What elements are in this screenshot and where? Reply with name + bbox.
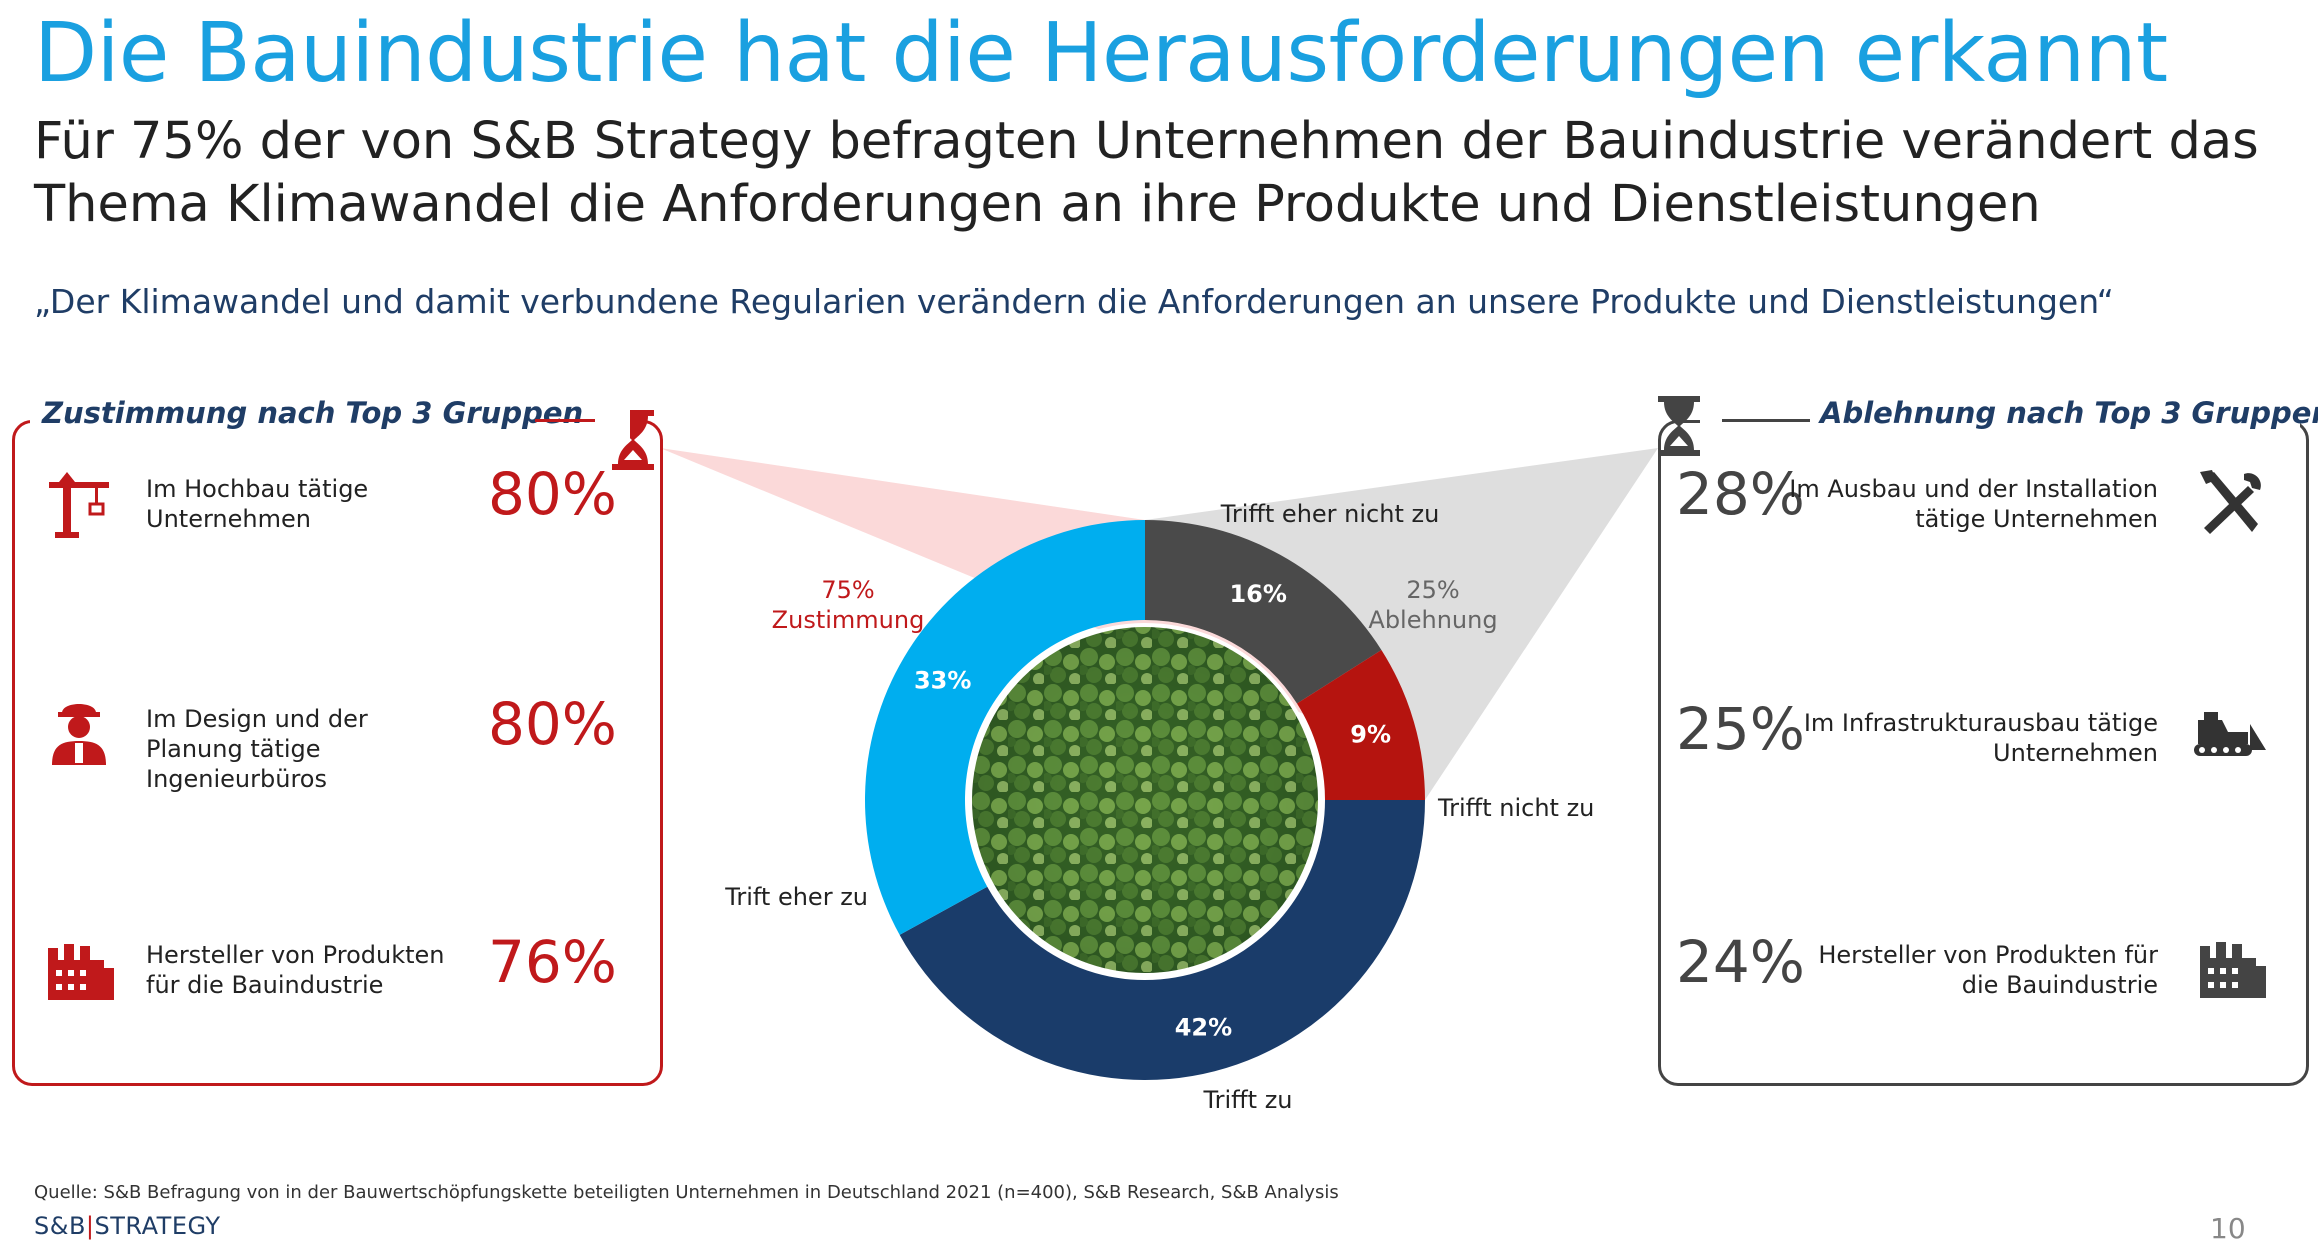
agreement-value: 80% [488, 690, 617, 758]
page-subtitle: Für 75% der von S&B Strategy befragten U… [34, 112, 2259, 234]
company-logo: S&B|STRATEGY [34, 1212, 221, 1240]
slice-category-label: Trift eher zu [724, 883, 868, 911]
page-number: 10 [2210, 1212, 2246, 1245]
slice-category-label: Trifft zu [1202, 1086, 1292, 1114]
agreement-label: Im Design und der Planung tätige Ingenie… [146, 705, 368, 793]
agreement-label: Im Hochbau tätige Unternehmen [146, 475, 369, 533]
group-label: Ablehnung [1368, 606, 1497, 634]
rejection-value: 28% [1676, 460, 1805, 528]
hourglass-icon [1658, 396, 1700, 456]
slice-value-label: 42% [1175, 1014, 1232, 1042]
engineer-icon [48, 695, 110, 769]
rejection-value: 24% [1676, 928, 1805, 996]
source-note: Quelle: S&B Befragung von in der Bauwert… [34, 1182, 1339, 1203]
donut-slice [865, 520, 1145, 935]
group-percent: 75% [821, 576, 874, 604]
rejection-label: Hersteller von Produkten für die Bauindu… [1818, 941, 2158, 999]
slice-value-label: 33% [914, 666, 971, 694]
rejection-heading: Ablehnung nach Top 3 Gruppen [1820, 396, 2318, 430]
slice-value-label: 9% [1350, 720, 1391, 748]
heading-rule [1722, 419, 1810, 422]
donut-slice [1145, 520, 1382, 704]
heading-rule [535, 419, 595, 422]
crane-icon [45, 470, 115, 544]
donut-slice [899, 800, 1425, 1081]
survey-quote: „Der Klimawandel und damit verbundene Re… [34, 282, 2114, 321]
rejection-label: Im Ausbau und der Installation tätige Un… [1789, 475, 2158, 533]
factory-icon [2196, 938, 2268, 1002]
group-label: Zustimmung [772, 606, 925, 634]
rejection-funnel [1145, 448, 1658, 800]
slice-category-label: Trifft nicht zu [1437, 794, 1594, 822]
forest-image [968, 623, 1322, 977]
agreement-value: 80% [488, 460, 617, 528]
bulldozer-icon [2192, 710, 2268, 762]
rejection-label: Im Infrastrukturausbau tätige Unternehme… [1803, 709, 2158, 767]
factory-icon [44, 940, 116, 1004]
group-percent: 25% [1406, 576, 1459, 604]
agreement-label: Hersteller von Produkten für die Bauindu… [146, 941, 445, 999]
slice-category-label: Trifft eher nicht zu [1220, 500, 1440, 528]
donut-slice [1296, 649, 1425, 800]
slice-value-label: 16% [1229, 580, 1286, 608]
agreement-heading: Zustimmung nach Top 3 Gruppen [42, 396, 584, 430]
rejection-value: 25% [1676, 695, 1805, 763]
agreement-value: 76% [488, 928, 617, 996]
tools-icon [2196, 468, 2266, 542]
page-title: Die Bauindustrie hat die Herausforderung… [34, 6, 2168, 101]
